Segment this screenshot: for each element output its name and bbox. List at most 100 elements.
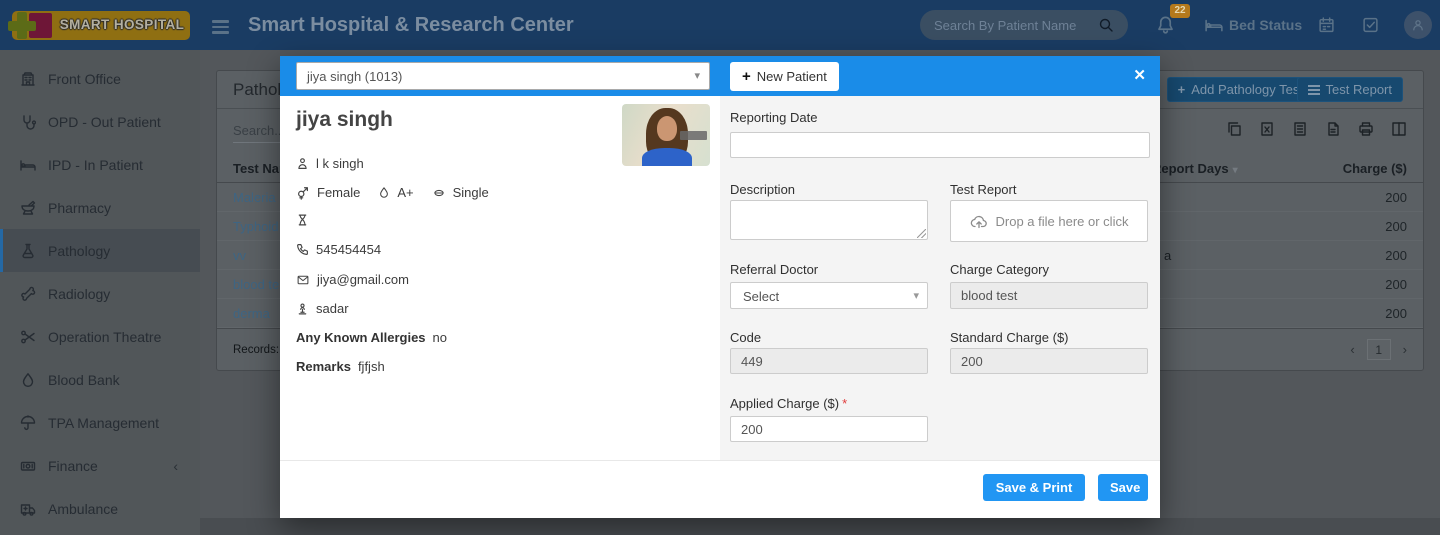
sidebar-item-operation-theatre[interactable]: Operation Theatre <box>0 315 200 358</box>
chevron-left-icon: ‹ <box>173 457 178 474</box>
bed-icon <box>20 159 36 171</box>
save-button[interactable]: Save <box>1098 474 1148 501</box>
address-person-icon <box>298 302 307 314</box>
page-number[interactable]: 1 <box>1366 339 1391 360</box>
list-icon <box>1307 83 1320 97</box>
code-label: Code <box>730 330 762 345</box>
print-icon[interactable] <box>1358 121 1374 137</box>
patient-summary-panel: jiya singh l k singh Female A+ <box>280 96 720 460</box>
sidebar-item-blood-bank[interactable]: Blood Bank <box>0 358 200 401</box>
charge-value: 200 <box>1385 277 1407 292</box>
email-row: jiya@gmail.com <box>296 272 409 287</box>
modal-footer: Save & Print Save <box>280 460 1160 518</box>
report-days-fragment: a <box>1164 248 1172 263</box>
test-report-button[interactable]: Test Report <box>1296 77 1403 102</box>
guardian-row: l k singh <box>296 156 364 171</box>
plus-icon: + <box>742 68 751 85</box>
column-report-days[interactable]: Report Days ▾ <box>1152 161 1238 176</box>
pdf-export-icon[interactable] <box>1325 121 1341 137</box>
logo-cross-backdrop <box>29 13 52 38</box>
save-and-print-button[interactable]: Save & Print <box>983 474 1085 501</box>
charge-category-input <box>950 282 1148 309</box>
blood-droplet-icon <box>22 372 34 387</box>
tasks-check-icon[interactable] <box>1362 16 1379 34</box>
sidebar-item-front-office[interactable]: Front Office <box>0 57 200 100</box>
remarks-row: Remarks fjfjsh <box>296 359 385 374</box>
copy-icon[interactable] <box>1226 121 1242 137</box>
add-pathology-test-button[interactable]: + Add Pathology Test <box>1166 77 1314 102</box>
file-dropzone[interactable]: Drop a file here or click <box>950 200 1148 242</box>
columns-icon[interactable] <box>1391 121 1407 137</box>
test-form-panel: Reporting Date Description Test Report D… <box>720 96 1160 460</box>
test-name-link[interactable]: blood test <box>233 277 290 292</box>
search-icon[interactable] <box>1098 17 1114 33</box>
standard-charge-input <box>950 348 1148 374</box>
sidebar-item-pathology[interactable]: Pathology <box>0 229 200 272</box>
referral-doctor-select[interactable]: Select ▾ <box>730 282 928 309</box>
logo-text: SMART HOSPITAL <box>59 17 185 32</box>
gender-field: Female <box>296 185 360 200</box>
close-icon[interactable]: ✕ <box>1133 67 1146 84</box>
chevron-down-icon: ▾ <box>913 290 919 302</box>
ambulance-icon <box>20 503 36 516</box>
guardian-icon <box>298 158 307 169</box>
plus-icon: + <box>1177 82 1186 97</box>
excel-export-icon[interactable] <box>1259 121 1275 137</box>
charge-value: 200 <box>1385 306 1407 321</box>
patient-search-box[interactable] <box>920 10 1128 40</box>
reporting-date-input[interactable] <box>730 132 1150 158</box>
sort-caret-icon: ▾ <box>1232 165 1238 176</box>
marital-status-field: Single <box>432 185 489 200</box>
patient-search-input[interactable] <box>934 10 1094 40</box>
stethoscope-icon <box>23 114 36 130</box>
bed-status-link[interactable]: Bed Status <box>1229 17 1303 33</box>
patient-select[interactable]: jiya singh (1013) ▾ <box>296 62 710 90</box>
address-row: sadar <box>296 301 349 316</box>
resize-handle-icon[interactable] <box>917 229 926 238</box>
user-avatar[interactable] <box>1404 11 1432 39</box>
age-row <box>296 213 309 227</box>
app-title: Smart Hospital & Research Center <box>248 14 574 36</box>
page-prev-icon[interactable]: ‹ <box>1350 342 1355 357</box>
flask-icon <box>22 243 34 258</box>
app-logo[interactable]: SMART HOSPITAL <box>0 0 200 50</box>
pagination: ‹ 1 › <box>1350 339 1407 360</box>
sidebar-item-ambulance[interactable]: Ambulance <box>0 487 200 530</box>
sidebar-item-opd[interactable]: OPD - Out Patient <box>0 100 200 143</box>
ring-icon <box>433 189 444 196</box>
test-name-link[interactable]: Typhoid <box>233 219 279 234</box>
sidebar-item-finance[interactable]: Finance ‹ <box>0 444 200 487</box>
calendar-icon[interactable] <box>1318 16 1335 34</box>
required-asterisk: * <box>842 396 848 411</box>
description-textarea[interactable] <box>730 200 928 240</box>
csv-export-icon[interactable] <box>1292 121 1308 137</box>
applied-charge-input[interactable] <box>730 416 928 442</box>
hourglass-icon <box>298 214 307 226</box>
referral-doctor-label: Referral Doctor <box>730 262 819 277</box>
test-name-link[interactable]: Maleria <box>233 190 276 205</box>
test-name-link[interactable]: derma <box>233 306 270 321</box>
pathology-test-modal: jiya singh (1013) ▾ + New Patient ✕ jiya… <box>280 56 1160 518</box>
reporting-date-label: Reporting Date <box>730 110 818 125</box>
charge-value: 200 <box>1385 248 1407 263</box>
new-patient-button[interactable]: + New Patient <box>730 62 839 91</box>
notification-count-badge[interactable]: 22 <box>1170 4 1190 18</box>
phone-row: 545454454 <box>296 242 381 257</box>
menu-icon[interactable] <box>212 20 229 37</box>
test-name-link[interactable]: vv <box>233 248 246 263</box>
money-icon <box>20 461 36 471</box>
standard-charge-label: Standard Charge ($) <box>950 330 1069 345</box>
phone-icon <box>297 244 308 255</box>
sidebar-item-tpa-management[interactable]: TPA Management <box>0 401 200 444</box>
envelope-icon <box>297 275 309 284</box>
notifications-bell-icon[interactable] <box>1156 14 1175 35</box>
sidebar-item-radiology[interactable]: Radiology <box>0 272 200 315</box>
page-footer-strip <box>200 518 1440 535</box>
gender-icon <box>298 186 308 200</box>
sidebar-item-ipd[interactable]: IPD - In Patient <box>0 143 200 186</box>
bed-status-icon[interactable] <box>1204 16 1224 34</box>
sidebar-item-pharmacy[interactable]: Pharmacy <box>0 186 200 229</box>
column-charge[interactable]: Charge ($) <box>1342 161 1407 176</box>
page-next-icon[interactable]: › <box>1402 342 1407 357</box>
